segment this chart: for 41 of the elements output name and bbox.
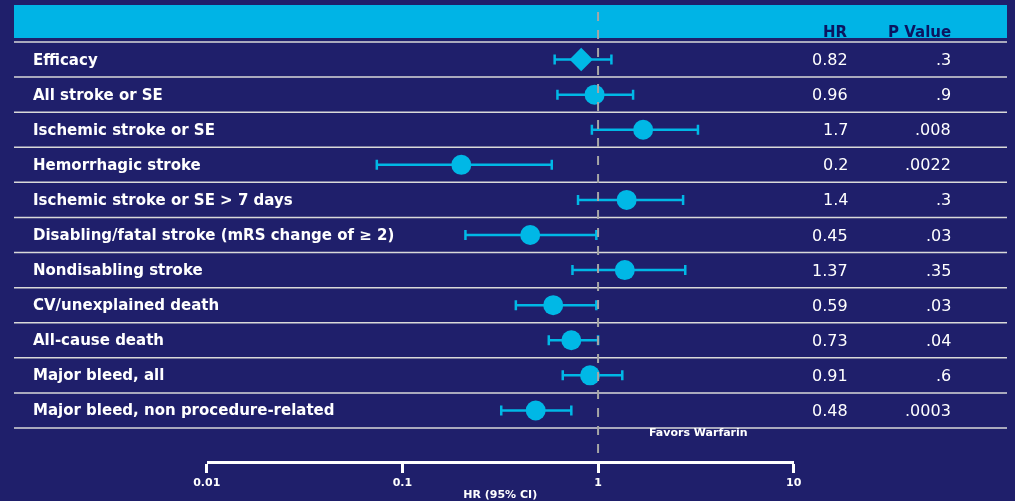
x-tick-label: 0.01 (193, 476, 221, 490)
x-tick-label: 1 (594, 476, 602, 490)
text: .04 (926, 331, 952, 350)
text: .9 (936, 85, 952, 104)
y-tick-label: CV/unexplained death (33, 296, 220, 314)
y-tick-label: Major bleed, all (33, 366, 165, 384)
x-axis-title: HR (95% CI) (463, 488, 538, 501)
text: 1.37 (812, 261, 848, 280)
text: 0.91 (812, 366, 848, 385)
text: .35 (926, 261, 952, 280)
text: 1.4 (823, 190, 849, 209)
text: 0.48 (812, 401, 848, 420)
text: .0003 (905, 401, 951, 420)
y-tick-label: Nondisabling stroke (33, 261, 203, 279)
y-tick-label: Efficacy (33, 51, 98, 69)
text: 0.59 (812, 296, 848, 315)
y-tick-label: Ischemic stroke or SE (33, 121, 215, 139)
text: 0.2 (823, 155, 849, 174)
x-tick-label: 0.1 (392, 476, 413, 490)
annotation: Favors Warfarin (649, 426, 748, 439)
text: 0.96 (812, 85, 848, 104)
text: 0.73 (812, 331, 848, 350)
text: 0.45 (812, 226, 848, 245)
x-tick-label: 10 (786, 476, 802, 490)
text: .6 (936, 366, 952, 385)
y-tick-label: Major bleed, non procedure-related (33, 401, 335, 419)
text: 1.7 (823, 120, 849, 139)
text: .0022 (905, 155, 951, 174)
text: .3 (936, 50, 952, 69)
y-tick-label: Ischemic stroke or SE > 7 days (33, 191, 293, 209)
y-tick-label: All stroke or SE (33, 86, 163, 104)
y-tick-label: Disabling/fatal stroke (mRS change of ≥ 2) (33, 226, 395, 244)
text: HR (823, 23, 848, 41)
y-tick-label: All-cause death (33, 331, 165, 349)
text: .3 (936, 190, 952, 209)
text: P Value (888, 23, 952, 41)
text: .03 (926, 296, 952, 315)
y-tick-label: Hemorrhagic stroke (33, 156, 201, 174)
text: .03 (926, 226, 952, 245)
text: 0.82 (812, 50, 848, 69)
text: .008 (915, 120, 951, 139)
